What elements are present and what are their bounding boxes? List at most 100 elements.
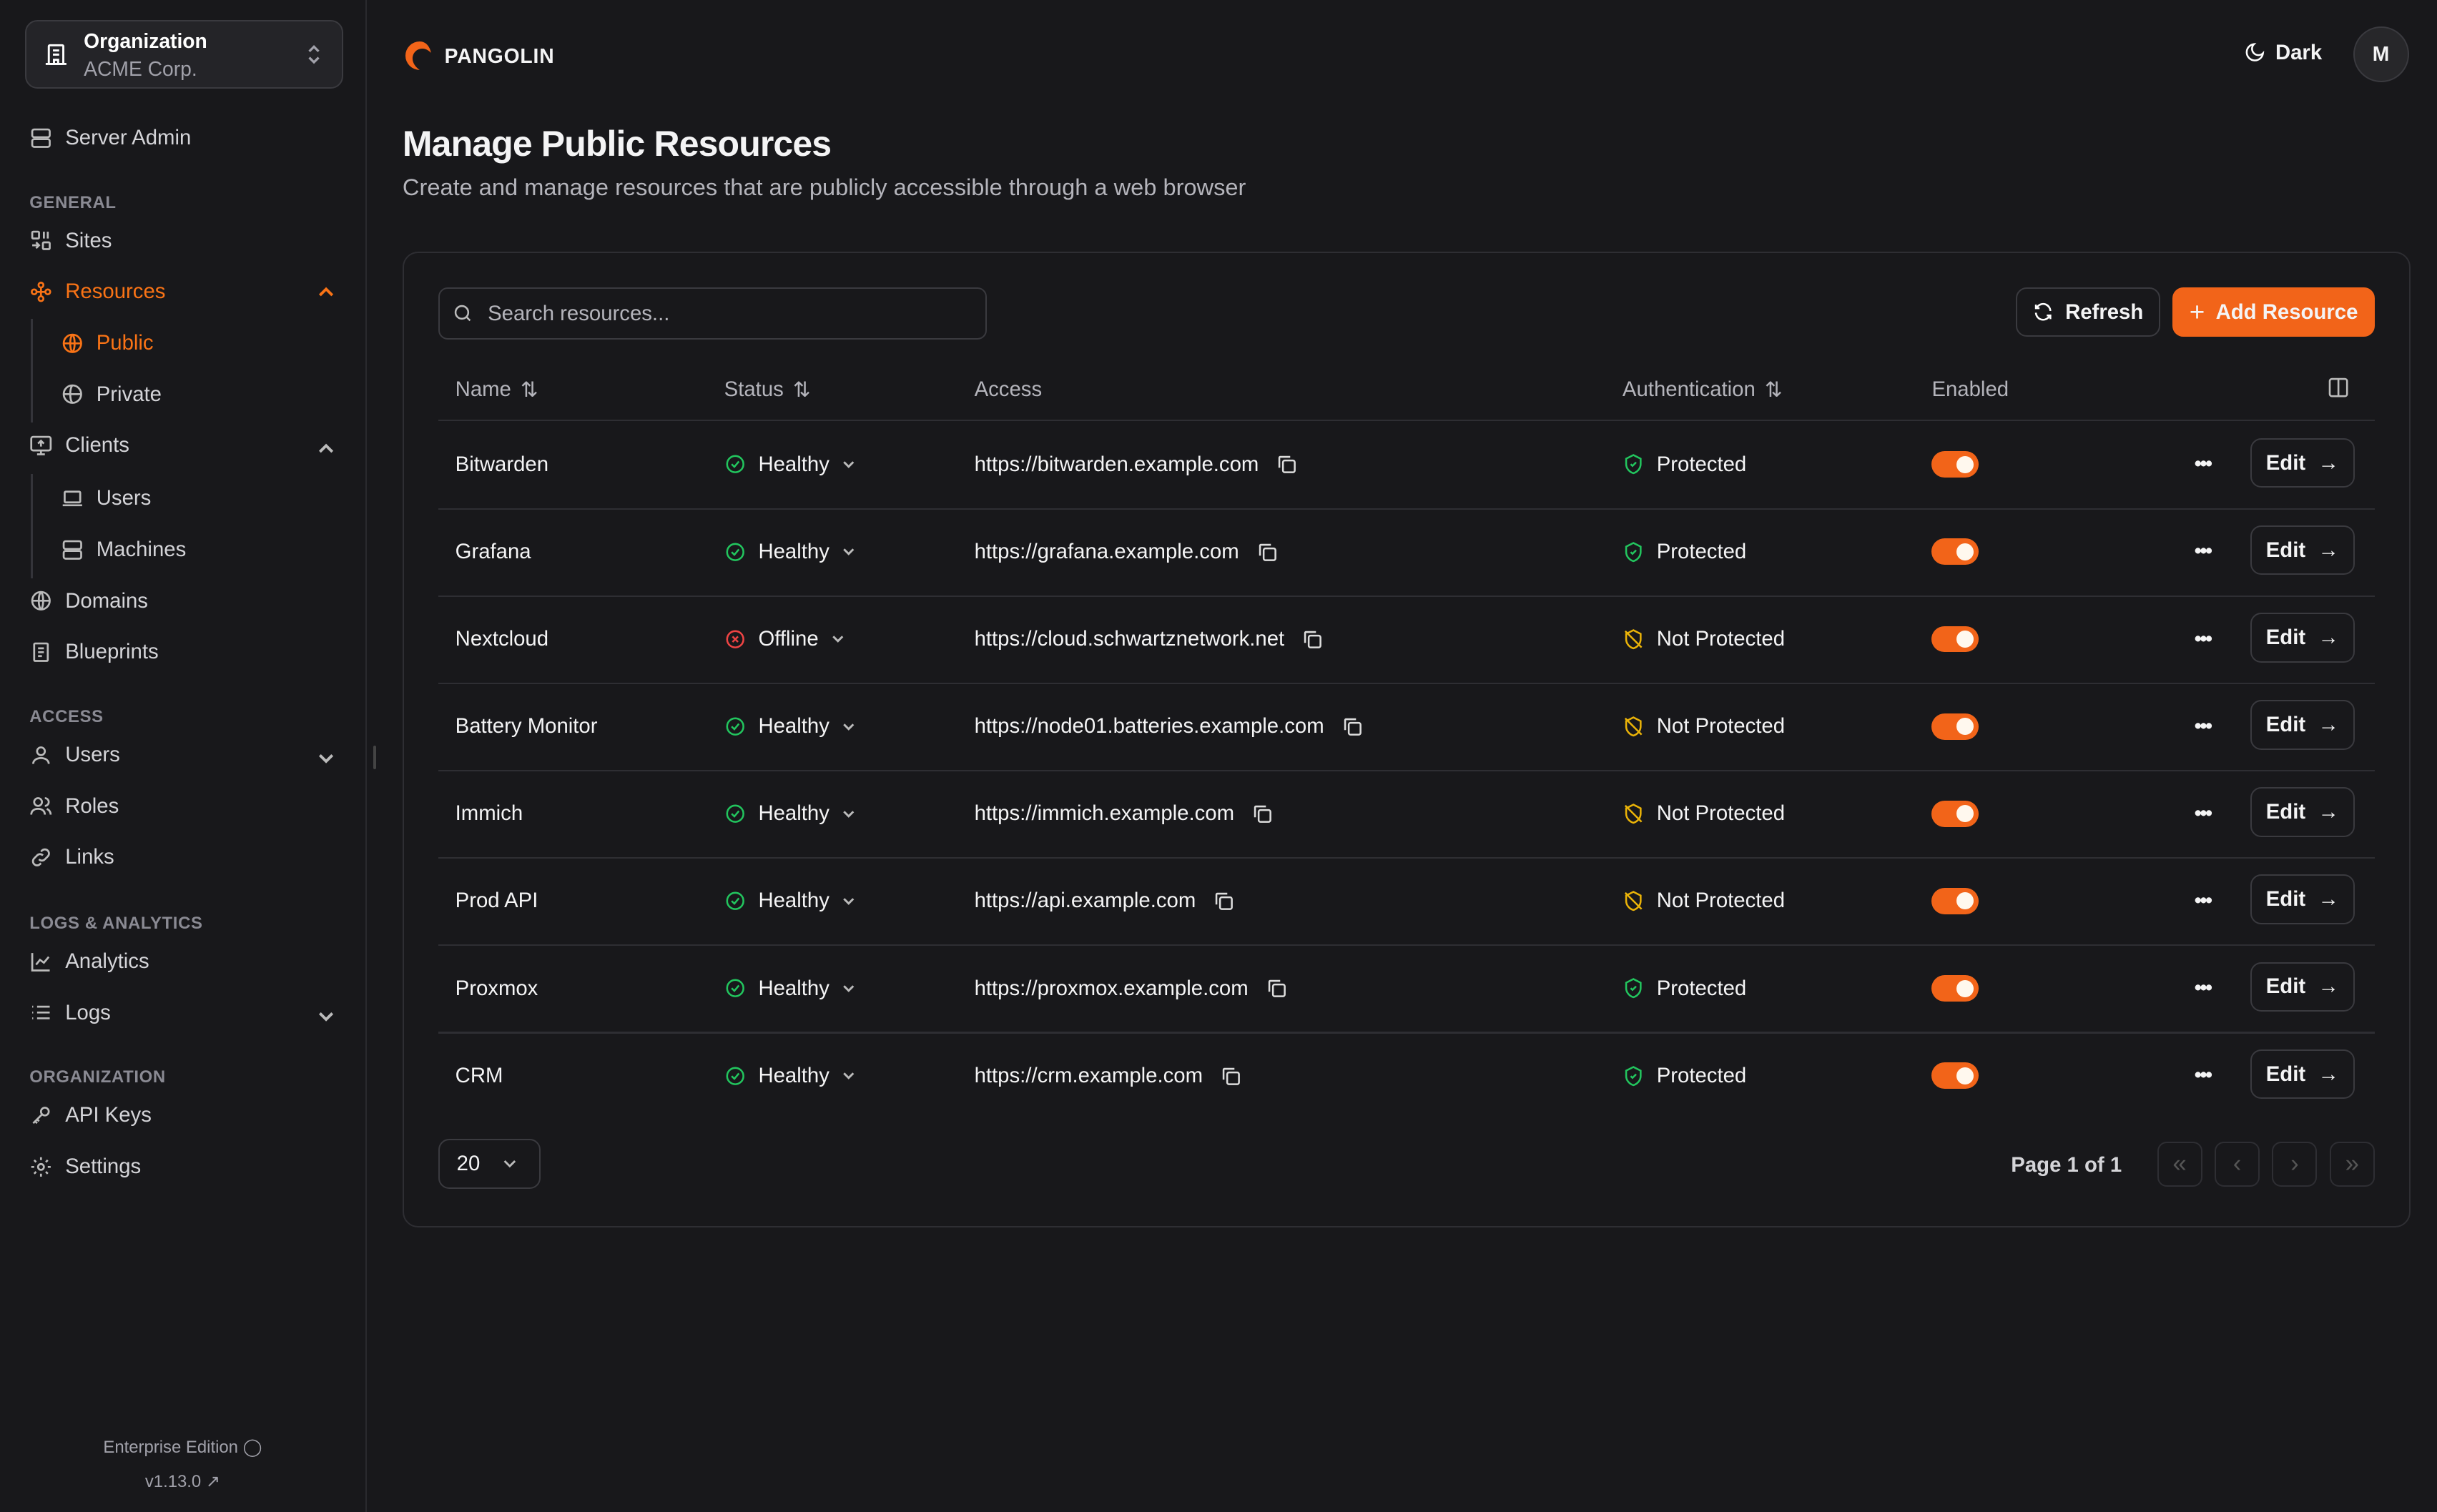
enabled-toggle[interactable] [1931, 887, 1979, 914]
chevron-down-icon [843, 1072, 855, 1080]
add-resource-button[interactable]: + Add Resource [2172, 287, 2375, 337]
more-icon[interactable]: ••• [2194, 889, 2212, 912]
enabled-toggle[interactable] [1931, 626, 1979, 653]
auth-label: Protected [1656, 539, 1747, 563]
edit-button[interactable]: Edit → [2250, 874, 2355, 925]
enabled-toggle[interactable] [1931, 1062, 1979, 1089]
more-icon[interactable]: ••• [2194, 801, 2212, 824]
sidebar-item-settings[interactable]: Settings [29, 1155, 141, 1179]
chevron-up-icon[interactable] [317, 286, 335, 298]
more-icon[interactable]: ••• [2194, 976, 2212, 999]
copy-icon[interactable] [1266, 977, 1287, 999]
theme-toggle[interactable]: Dark [2244, 41, 2322, 65]
edit-button[interactable]: Edit → [2250, 700, 2355, 750]
chevron-down-icon[interactable] [317, 1010, 335, 1022]
section-organization: ORGANIZATION [29, 1067, 166, 1087]
edit-button[interactable]: Edit → [2250, 525, 2355, 575]
status-dropdown[interactable]: Healthy [724, 508, 856, 596]
sidebar-item-analytics[interactable]: Analytics [29, 949, 149, 974]
search-box[interactable] [438, 287, 987, 340]
status-dropdown[interactable]: Healthy [724, 421, 856, 508]
status-dropdown[interactable]: Healthy [724, 1032, 856, 1120]
prev-page-button[interactable]: ‹ [2215, 1142, 2260, 1187]
status-dropdown[interactable]: Offline [724, 596, 845, 683]
copy-icon[interactable] [1301, 628, 1323, 650]
first-page-button[interactable]: « [2157, 1142, 2202, 1187]
chevron-up-icon[interactable] [317, 443, 335, 455]
access-url: https://crm.example.com [975, 1032, 1242, 1120]
next-page-button[interactable]: › [2272, 1142, 2318, 1187]
sidebar-item-domains[interactable]: Domains [29, 589, 148, 613]
page-size-select[interactable]: 20 [438, 1138, 541, 1189]
more-icon[interactable]: ••• [2194, 452, 2212, 475]
header-label: Access [974, 377, 1043, 401]
copy-icon[interactable] [1220, 1065, 1241, 1087]
enabled-toggle[interactable] [1931, 713, 1979, 740]
sidebar-item-private[interactable]: Private [61, 382, 162, 407]
status-dropdown[interactable]: Healthy [724, 858, 856, 945]
sidebar-item-sites[interactable]: Sites [29, 229, 112, 253]
sidebar-resize-handle[interactable] [373, 746, 376, 769]
arrow-right-icon: → [2318, 887, 2339, 911]
edition[interactable]: Enterprise Edition ◯ [0, 1437, 365, 1458]
label: Server Admin [65, 126, 192, 150]
edit-button[interactable]: Edit → [2250, 613, 2355, 663]
chevron-down-icon[interactable] [317, 752, 335, 764]
sidebar-item-resources[interactable]: Resources [29, 280, 165, 304]
avatar[interactable]: M [2353, 26, 2409, 82]
copy-icon[interactable] [1276, 453, 1297, 475]
table-row: Bitwarden Healthy https://bitwarden.exam… [438, 421, 2375, 508]
column-authentication[interactable]: Authentication ⇅ [1623, 377, 1783, 402]
shield-off-icon [1624, 891, 1643, 911]
more-icon[interactable]: ••• [2194, 539, 2212, 563]
more-icon[interactable]: ••• [2194, 1063, 2212, 1087]
copy-icon[interactable] [1251, 803, 1273, 824]
enabled-toggle[interactable] [1931, 800, 1979, 827]
copy-icon[interactable] [1256, 541, 1278, 563]
columns-icon[interactable] [2328, 377, 2348, 397]
search-input[interactable] [484, 288, 973, 339]
edit-button[interactable]: Edit → [2250, 962, 2355, 1012]
edit-button[interactable]: Edit → [2250, 787, 2355, 837]
sidebar-item-blueprints[interactable]: Blueprints [29, 640, 159, 664]
access-url: https://immich.example.com [975, 770, 1274, 857]
edit-button[interactable]: Edit → [2250, 438, 2355, 488]
org-switcher[interactable]: Organization ACME Corp. [24, 20, 343, 89]
column-name[interactable]: Name ⇅ [456, 377, 538, 402]
sidebar-item-machines[interactable]: Machines [61, 538, 186, 562]
more-icon[interactable]: ••• [2194, 626, 2212, 650]
sidebar-item-logs[interactable]: Logs [29, 1001, 111, 1025]
url: https://grafana.example.com [974, 539, 1239, 563]
sidebar-item-links[interactable]: Links [29, 845, 114, 869]
enabled-toggle[interactable] [1931, 451, 1979, 478]
enabled-toggle[interactable] [1931, 538, 1979, 565]
sidebar-item-clients[interactable]: Clients [29, 433, 129, 458]
status-dropdown[interactable]: Healthy [724, 683, 856, 770]
version-link[interactable]: v1.13.0 ↗ [0, 1471, 365, 1492]
last-page-button[interactable]: » [2329, 1142, 2375, 1187]
sidebar-item-public[interactable]: Public [61, 331, 154, 355]
copy-icon[interactable] [1341, 716, 1363, 737]
sidebar-item-api-keys[interactable]: API Keys [29, 1103, 152, 1127]
copy-icon[interactable] [1213, 890, 1234, 911]
org-label: Organization [84, 29, 207, 53]
monitor-up-icon [30, 435, 52, 455]
refresh-button[interactable]: Refresh [2015, 287, 2160, 337]
auth-status: Protected [1623, 508, 1746, 596]
page-info: Page 1 of 1 [2011, 1152, 2122, 1177]
sidebar-item-client-users[interactable]: Users [61, 486, 151, 510]
column-status[interactable]: Status ⇅ [724, 377, 811, 402]
sidebar-item-users[interactable]: Users [29, 743, 120, 767]
status-label: Offline [758, 626, 819, 651]
sidebar-item-roles[interactable]: Roles [29, 794, 119, 819]
status-dropdown[interactable]: Healthy [724, 770, 856, 857]
check-circle-icon [726, 891, 744, 911]
more-icon[interactable]: ••• [2194, 713, 2212, 737]
logo[interactable]: PANGOLIN [403, 39, 555, 73]
version-label: v1.13.0 [144, 1472, 202, 1492]
edit-button[interactable]: Edit → [2250, 1049, 2355, 1100]
enabled-toggle[interactable] [1931, 975, 1979, 1002]
status-dropdown[interactable]: Healthy [724, 945, 856, 1032]
sidebar-item-server-admin[interactable]: Server Admin [29, 126, 191, 150]
tree-line [31, 473, 33, 578]
